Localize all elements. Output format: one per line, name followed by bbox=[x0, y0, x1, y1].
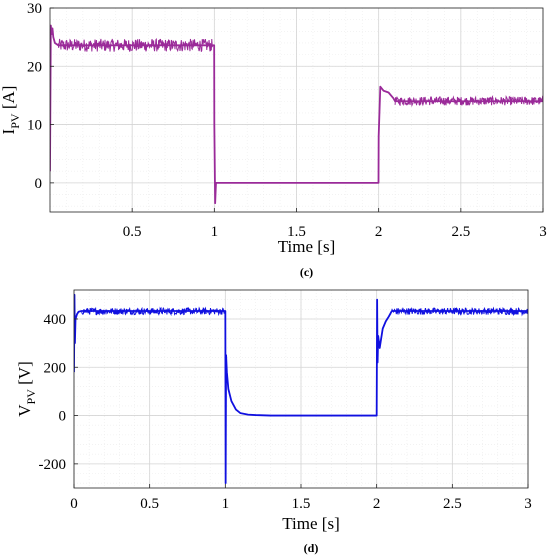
y-tick-label: 200 bbox=[44, 360, 67, 376]
panel-label: (c) bbox=[300, 265, 313, 279]
x-tick-label: 2 bbox=[373, 496, 381, 512]
x-tick-label: 0.5 bbox=[123, 224, 142, 240]
noise-band bbox=[81, 306, 225, 317]
y-tick-label: 30 bbox=[27, 1, 42, 17]
x-tick-label: 1.5 bbox=[287, 224, 306, 240]
y-tick-label: -200 bbox=[39, 457, 67, 473]
x-tick-label: 3 bbox=[539, 224, 547, 240]
x-tick-label: 2.5 bbox=[443, 496, 462, 512]
y-tick-label: 0 bbox=[59, 409, 67, 425]
x-tick-label: 1 bbox=[211, 224, 219, 240]
y-axis-label: IPV [A] bbox=[0, 86, 22, 135]
x-tick-label: 0.5 bbox=[140, 496, 159, 512]
grid bbox=[49, 7, 544, 212]
panel-d-chart: 0 0.5 1 1.5 2 2.5 3 -200 0 200 400 Time [s] VPV [V] (… bbox=[15, 289, 532, 555]
y-tick-label: 10 bbox=[27, 118, 42, 134]
x-tick-label: 2.5 bbox=[451, 224, 470, 240]
y-tick-label: 0 bbox=[35, 176, 43, 192]
panel-label: (d) bbox=[304, 541, 319, 555]
x-tick-label: 1.5 bbox=[292, 496, 311, 512]
x-axis-label: Time [s] bbox=[278, 237, 335, 256]
x-tick-label: 1 bbox=[222, 496, 230, 512]
y-axis-label: VPV [V] bbox=[15, 361, 38, 416]
grid bbox=[73, 289, 529, 488]
x-tick-label: 0 bbox=[70, 496, 78, 512]
noise-band bbox=[394, 95, 543, 108]
x-axis-label: Time [s] bbox=[282, 514, 339, 533]
series-line bbox=[74, 293, 528, 485]
x-tick-label: 3 bbox=[524, 496, 532, 512]
y-tick-label: 20 bbox=[27, 59, 42, 75]
x-tick-label: 2 bbox=[375, 224, 383, 240]
plot-area bbox=[74, 293, 528, 485]
series-line bbox=[50, 24, 543, 205]
y-tick-label: 400 bbox=[44, 312, 67, 328]
plot-area bbox=[50, 24, 543, 205]
